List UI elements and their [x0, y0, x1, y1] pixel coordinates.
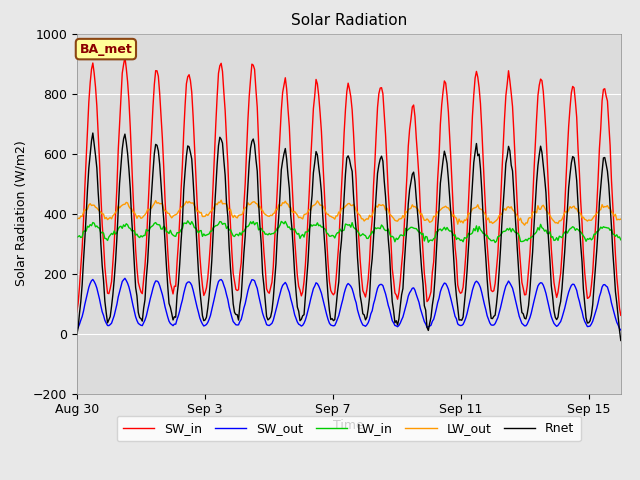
LW_out: [73, 216, 81, 222]
LW_in: [617, 237, 625, 243]
Line: Rnet: Rnet: [77, 133, 621, 340]
Text: BA_met: BA_met: [79, 43, 132, 56]
Rnet: [376, 156, 384, 162]
SW_in: [563, 148, 571, 154]
Line: LW_out: LW_out: [77, 200, 621, 225]
Line: LW_in: LW_in: [77, 221, 621, 242]
SW_out: [237, 317, 245, 323]
SW_in: [256, 168, 264, 174]
Rnet: [617, 337, 625, 343]
SW_out: [563, 294, 571, 300]
LW_out: [376, 203, 384, 208]
Rnet: [73, 332, 81, 337]
LW_out: [218, 197, 225, 203]
LW_in: [472, 223, 480, 229]
LW_out: [472, 204, 480, 210]
LW_out: [565, 207, 573, 213]
Rnet: [563, 208, 571, 214]
Line: SW_out: SW_out: [77, 278, 621, 330]
SW_in: [237, 260, 245, 266]
SW_in: [73, 309, 81, 315]
SW_out: [376, 282, 384, 288]
SW_in: [617, 312, 625, 318]
LW_in: [456, 238, 464, 243]
SW_out: [73, 326, 81, 332]
Title: Solar Radiation: Solar Radiation: [291, 13, 407, 28]
Rnet: [237, 294, 245, 300]
X-axis label: Time: Time: [333, 419, 364, 432]
LW_out: [237, 212, 245, 217]
LW_in: [73, 235, 81, 240]
LW_in: [256, 226, 264, 232]
SW_out: [456, 323, 464, 328]
Rnet: [256, 223, 264, 228]
LW_in: [565, 228, 573, 233]
SW_in: [121, 54, 129, 60]
LW_out: [617, 216, 625, 222]
SW_out: [256, 298, 264, 304]
Rnet: [472, 141, 480, 146]
LW_in: [184, 218, 191, 224]
LW_out: [521, 222, 529, 228]
SW_out: [617, 327, 625, 333]
Rnet: [89, 130, 97, 136]
LW_out: [456, 219, 464, 225]
Legend: SW_in, SW_out, LW_in, LW_out, Rnet: SW_in, SW_out, LW_in, LW_out, Rnet: [117, 416, 580, 441]
SW_out: [472, 278, 480, 284]
Line: SW_in: SW_in: [77, 57, 621, 315]
SW_out: [121, 276, 129, 281]
LW_in: [376, 226, 384, 231]
Y-axis label: Solar Radiation (W/m2): Solar Radiation (W/m2): [14, 141, 27, 287]
SW_in: [472, 69, 480, 74]
LW_out: [256, 204, 264, 209]
LW_in: [492, 240, 499, 245]
SW_in: [376, 85, 384, 91]
SW_in: [456, 290, 464, 296]
LW_in: [237, 232, 245, 238]
Rnet: [456, 317, 464, 323]
